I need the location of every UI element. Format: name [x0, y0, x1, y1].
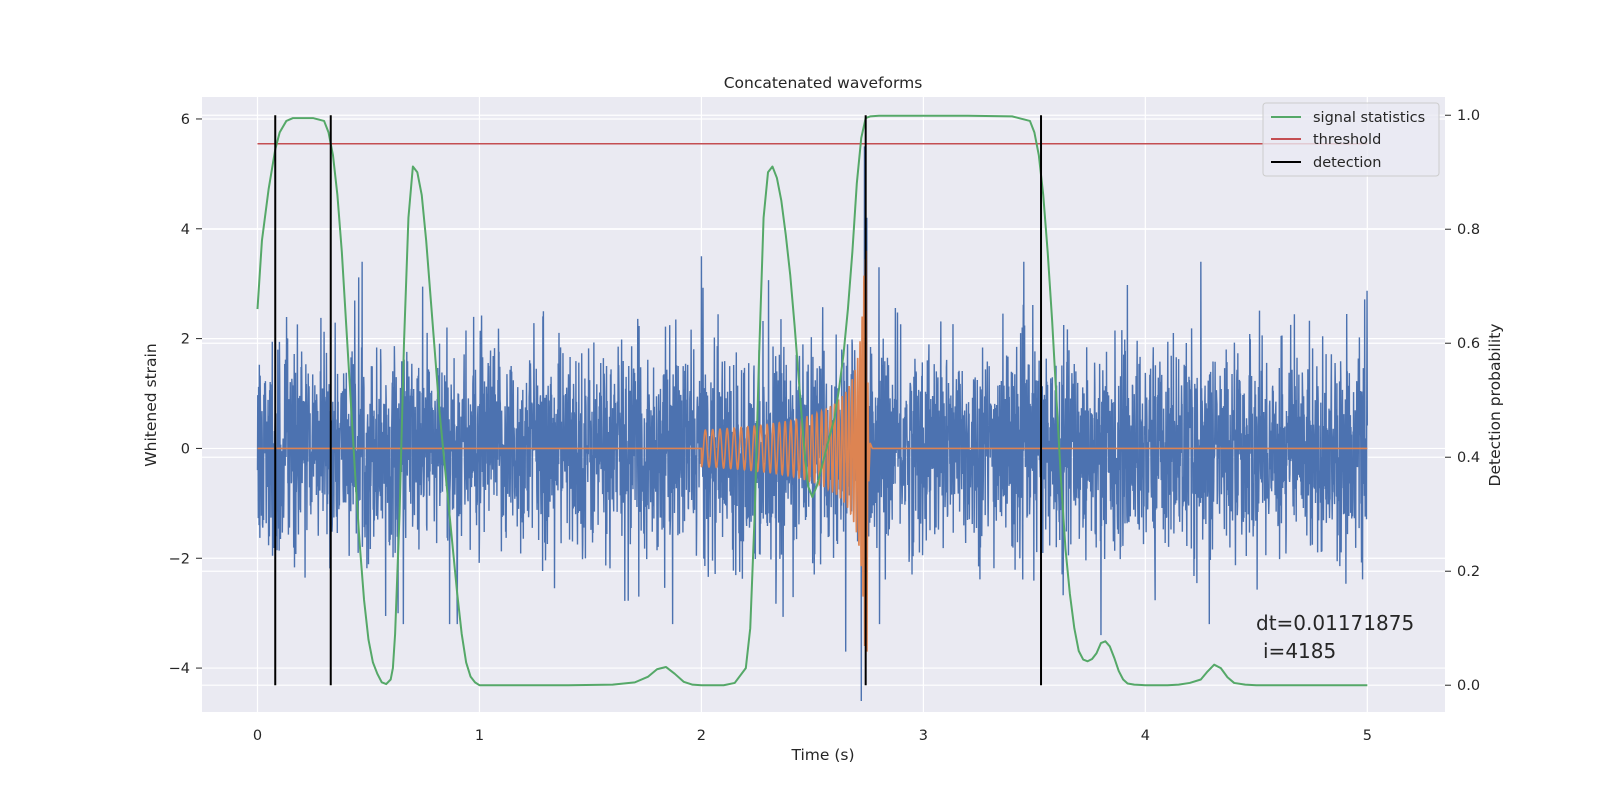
injected-chirp-series	[257, 250, 1368, 652]
y-axis-title: Whitened strain	[142, 343, 160, 466]
y-tick-label: 0	[181, 441, 190, 457]
x-tick-label: 3	[919, 728, 928, 744]
x-tick-label: 1	[475, 728, 484, 744]
y-right-tick-label: 0.4	[1457, 450, 1480, 466]
legend-label-threshold: threshold	[1313, 132, 1381, 148]
y-tick-label: 2	[181, 332, 190, 348]
chirp-line	[257, 250, 1368, 652]
axis-ticks: 0 1 2 3 4 5 −4 −2 0 2 4 6 0.0 0.2 0.4 0.6 0.8 1.0	[169, 108, 1480, 744]
legend-box	[1262, 102, 1440, 177]
annotation-index: i=4185	[1263, 639, 1336, 663]
x-axis-title: Time (s)	[790, 746, 854, 764]
grid	[202, 97, 1445, 712]
y-right-tick-label: 1.0	[1457, 108, 1480, 124]
y-right-tick-label: 0.6	[1457, 336, 1480, 352]
y-tick-label: −2	[169, 551, 190, 567]
legend-label-signal-statistics: signal statistics	[1313, 110, 1425, 126]
y-right-tick-label: 0.2	[1457, 564, 1480, 580]
legend-label-detection: detection	[1313, 155, 1381, 171]
y-tick-label: 6	[181, 112, 190, 128]
y-right-tick-label: 0.8	[1457, 222, 1480, 238]
chart-title: Concatenated waveforms	[724, 74, 923, 92]
x-tick-label: 4	[1141, 728, 1150, 744]
legend: signal statistics threshold detection	[1262, 102, 1440, 177]
detection-series	[274, 115, 1043, 686]
y-tick-label: −4	[169, 661, 190, 677]
signal-statistics-series	[256, 114, 1368, 687]
y-right-tick-label: 0.0	[1457, 678, 1480, 694]
x-tick-label: 5	[1363, 728, 1372, 744]
x-tick-label: 0	[253, 728, 262, 744]
x-tick-label: 2	[697, 728, 706, 744]
annotation-dt: dt=0.01171875	[1256, 611, 1414, 635]
y-axis-right-title: Detection probability	[1486, 324, 1504, 487]
signal-statistics-line	[256, 114, 1368, 687]
y-tick-label: 4	[181, 222, 190, 238]
